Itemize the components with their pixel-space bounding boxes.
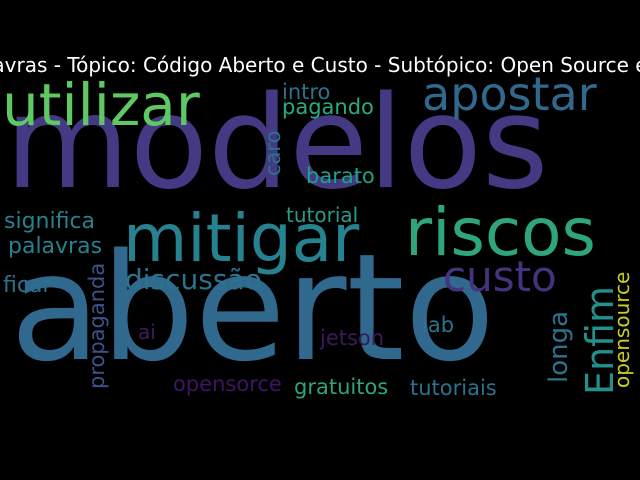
word-propaganda: propaganda: [85, 262, 109, 389]
word-aberto: aberto: [10, 222, 496, 394]
word-custo: custo: [443, 252, 557, 301]
word-utilizar: utilizar: [2, 71, 200, 139]
word-modelos: modelos: [5, 69, 549, 218]
word-opensource: opensource: [610, 271, 634, 388]
word-riscos: riscos: [405, 194, 596, 271]
word-longa: longa: [544, 310, 574, 383]
word-pagando: pagando: [282, 95, 374, 119]
word-apostar: apostar: [422, 67, 597, 121]
word-discussao: discussão: [125, 263, 262, 296]
word-ficar: ficar: [3, 273, 52, 298]
word-ai: ai: [138, 320, 156, 344]
word-barato: barato: [306, 164, 375, 188]
word-caro: caro: [261, 130, 285, 176]
word-cloud-title: avras - Tópico: Código Aberto e Custo - …: [0, 53, 640, 77]
word-gratuitos: gratuitos: [294, 375, 389, 399]
word-jetson: jetson: [320, 326, 385, 350]
word-palavras: palavras: [8, 234, 103, 259]
word-tutorial: tutorial: [286, 203, 359, 227]
word-intro: intro: [282, 80, 331, 104]
word-significa: significa: [4, 209, 96, 234]
word-mitigar: mitigar: [123, 200, 360, 277]
word-tutoriais: tutoriais: [410, 376, 497, 400]
word-lab: lab: [422, 313, 455, 337]
word-opensorce: opensorce: [173, 372, 282, 396]
